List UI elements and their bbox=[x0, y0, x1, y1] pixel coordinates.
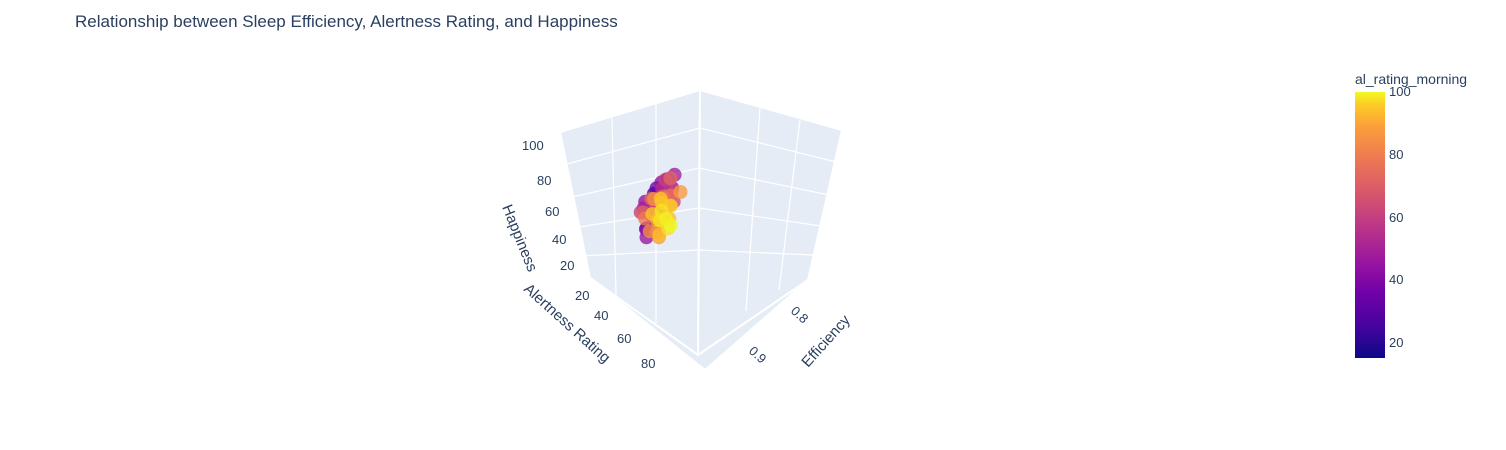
z-tick-label: 20 bbox=[560, 258, 574, 273]
y-tick-label: 60 bbox=[617, 331, 631, 346]
colorbar-tick-label: 20 bbox=[1389, 335, 1404, 350]
y-axis-title: Alertness Rating bbox=[520, 280, 613, 366]
y-tick-label: 40 bbox=[594, 308, 608, 323]
colorbar-tick-label: 40 bbox=[1389, 272, 1404, 287]
wall-xz bbox=[558, 88, 702, 357]
data-point[interactable] bbox=[658, 211, 673, 226]
data-point[interactable] bbox=[673, 185, 688, 199]
colorbar-tick-label: 80 bbox=[1389, 147, 1404, 162]
z-tick-label: 40 bbox=[552, 232, 566, 247]
data-point[interactable] bbox=[663, 171, 678, 186]
floor bbox=[589, 277, 809, 372]
z-tick-label: 100 bbox=[522, 138, 544, 153]
y-tick-label: 20 bbox=[575, 288, 589, 303]
colorbar-tick-label: 60 bbox=[1389, 210, 1404, 225]
chart-title: Relationship between Sleep Efficiency, A… bbox=[75, 12, 618, 31]
wall-yz bbox=[696, 88, 844, 357]
x-tick-label: 0.8 bbox=[788, 303, 811, 326]
x-tick-label: 0.9 bbox=[746, 343, 769, 366]
z-tick-label: 60 bbox=[545, 204, 559, 219]
colorbar-tick-label: 100 bbox=[1389, 84, 1411, 99]
z-axis-title: Happiness bbox=[498, 202, 540, 274]
data-point[interactable] bbox=[653, 191, 668, 206]
data-points bbox=[633, 167, 688, 245]
colorbar bbox=[1355, 92, 1385, 358]
colorbar-title: al_rating_morning bbox=[1355, 71, 1468, 87]
y-tick-label: 80 bbox=[641, 356, 655, 371]
z-tick-label: 80 bbox=[537, 173, 551, 188]
